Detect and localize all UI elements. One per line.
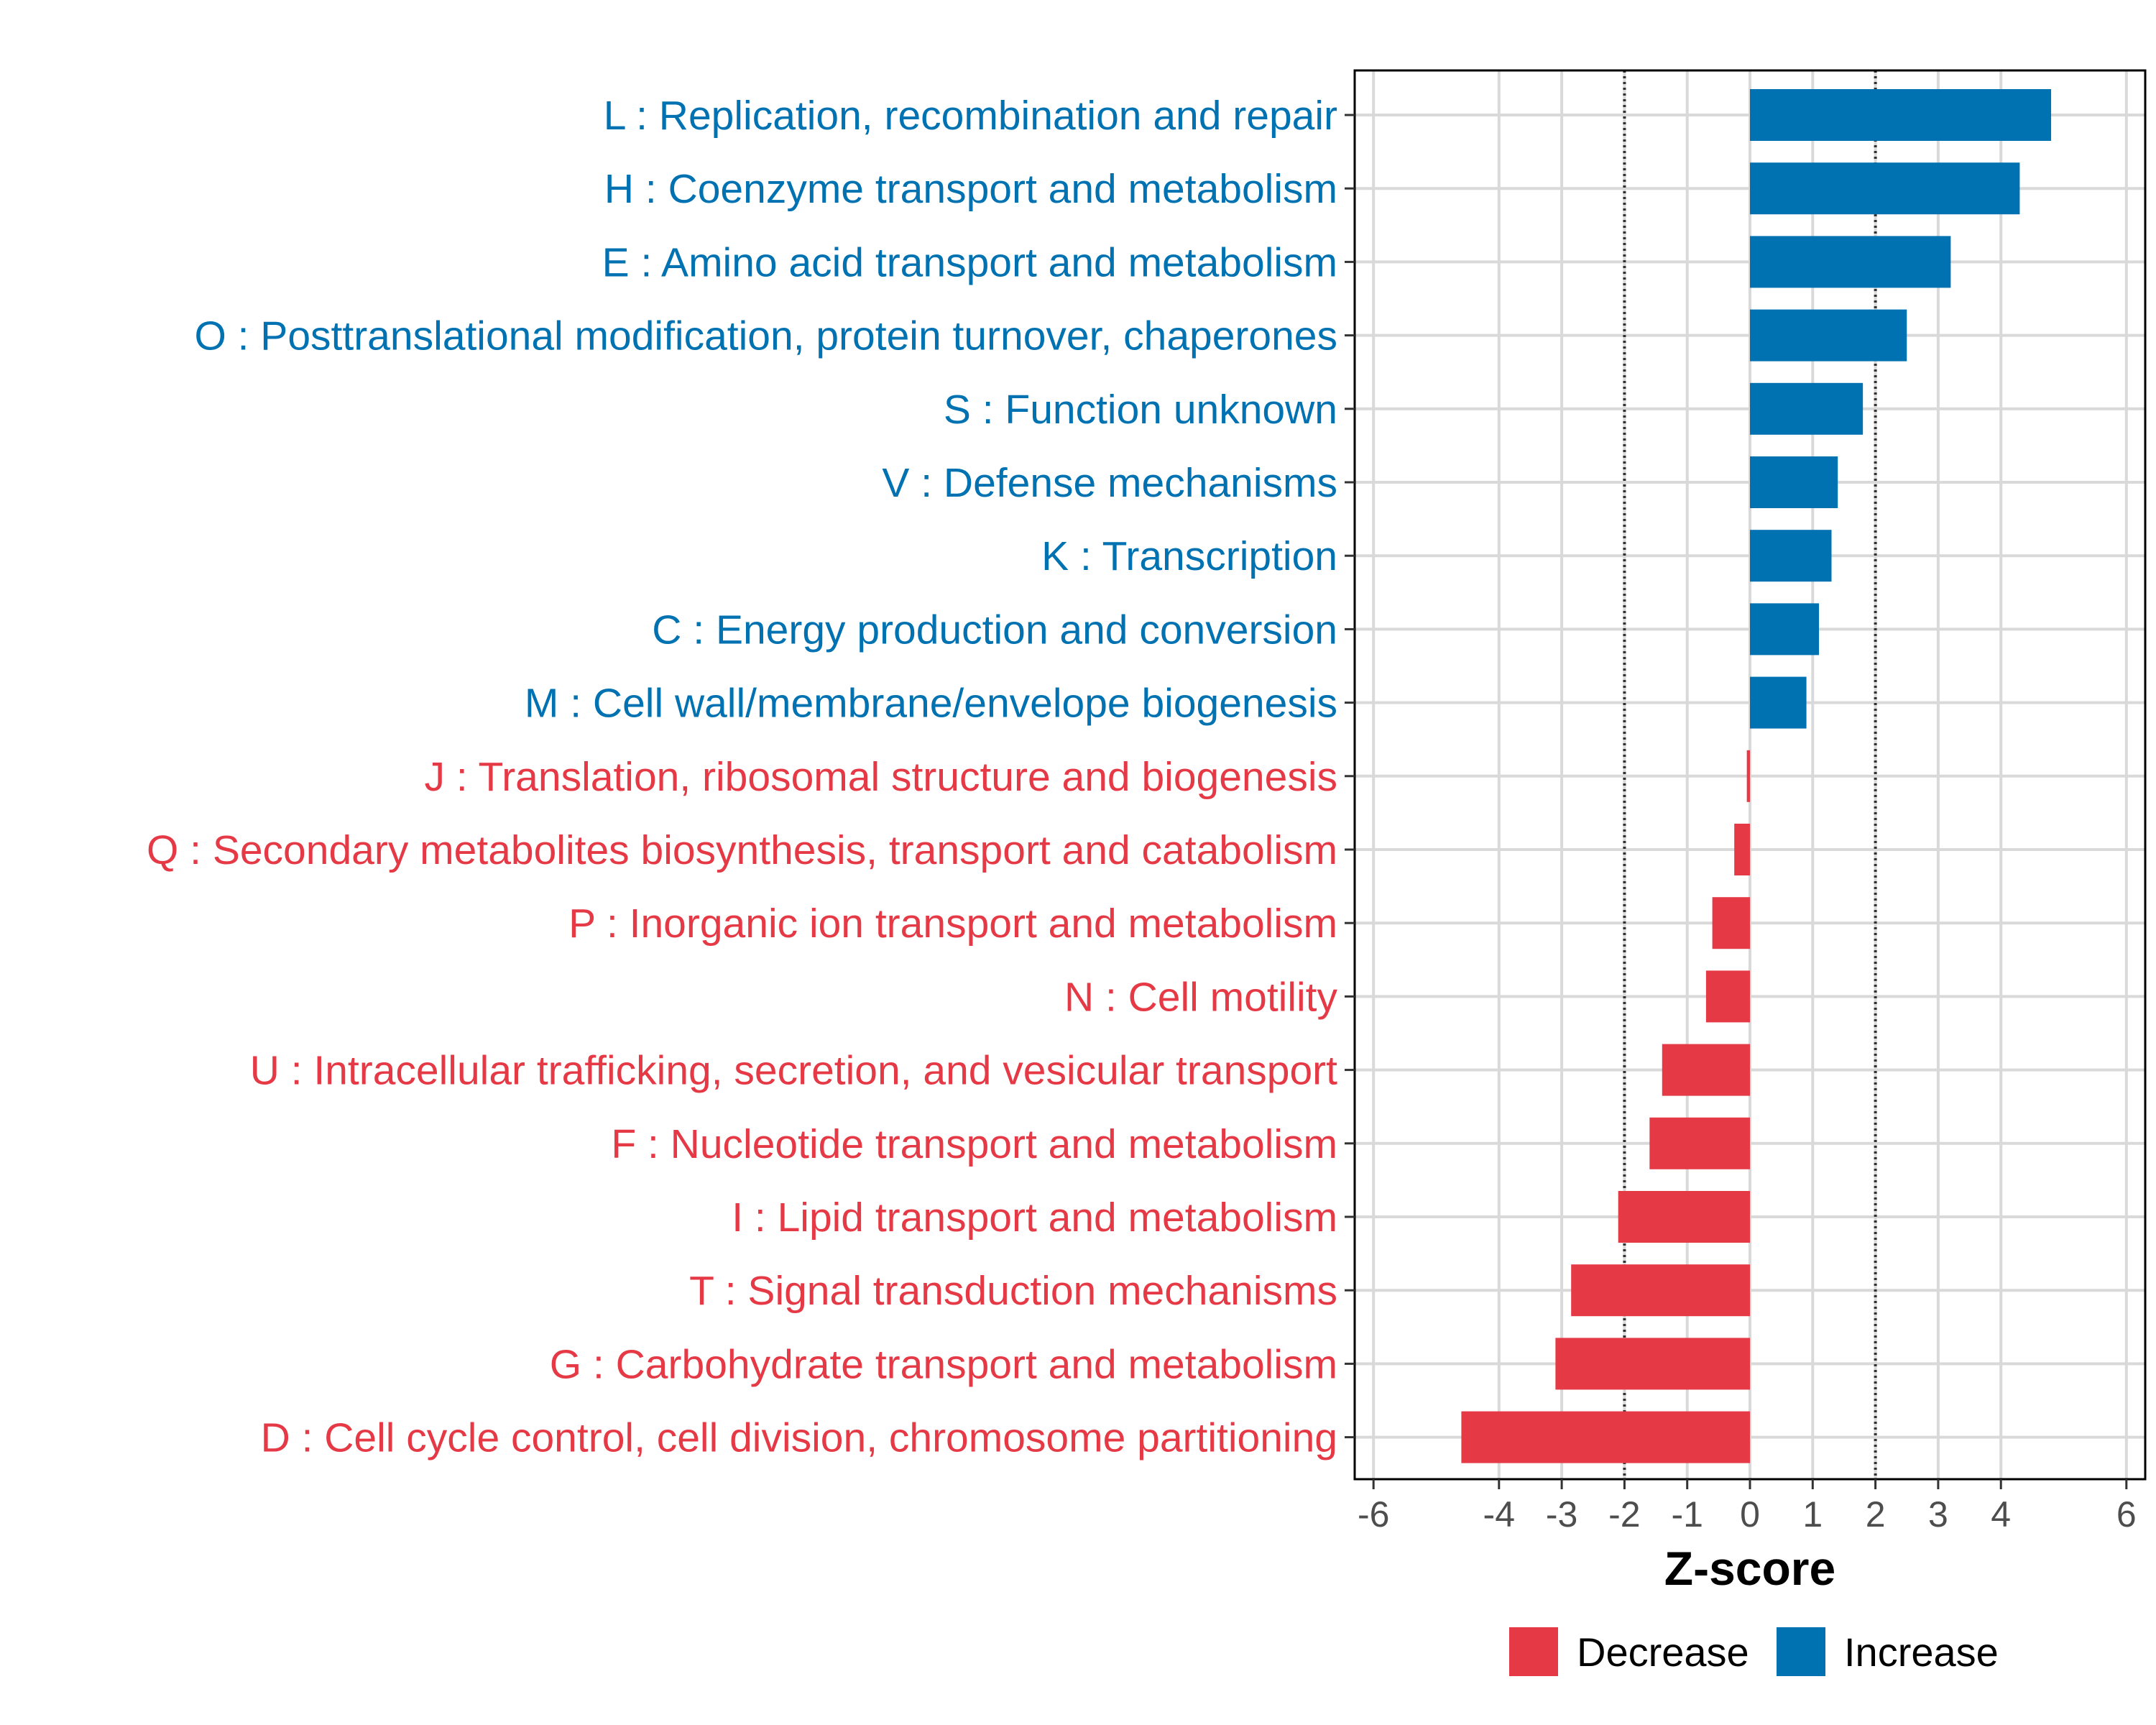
category-label: I : Lipid transport and metabolism [732, 1195, 1337, 1241]
bar-decrease [1555, 1338, 1750, 1390]
bar-increase [1750, 676, 1807, 729]
category-label: G : Carbohydrate transport and metabolis… [550, 1341, 1337, 1387]
bar-decrease [1461, 1411, 1750, 1463]
category-label: J : Translation, ribosomal structure and… [425, 754, 1337, 800]
legend-swatch-decrease [1509, 1627, 1558, 1676]
category-label: H : Coenzyme transport and metabolism [604, 166, 1337, 212]
x-tick-label: -2 [1608, 1494, 1640, 1535]
category-label: C : Energy production and conversion [652, 607, 1337, 653]
category-label: L : Replication, recombination and repai… [604, 93, 1337, 139]
bar-decrease [1662, 1044, 1750, 1096]
bar-decrease [1712, 897, 1750, 949]
category-label: P : Inorganic ion transport and metaboli… [568, 901, 1337, 947]
category-label: V : Defense mechanisms [882, 460, 1337, 506]
bar-increase [1750, 530, 1832, 582]
threshold-lines [1623, 70, 1877, 1479]
category-label: U : Intracellular trafficking, secretion… [250, 1048, 1337, 1094]
bar-increase [1750, 309, 1907, 362]
category-label: N : Cell motility [1064, 974, 1338, 1020]
bar-increase [1750, 89, 2052, 141]
category-label: K : Transcription [1041, 533, 1337, 579]
x-tick-label: -1 [1671, 1494, 1703, 1535]
category-label: M : Cell wall/membrane/envelope biogenes… [525, 681, 1337, 727]
x-tick-label: 1 [1802, 1494, 1823, 1535]
category-label: F : Nucleotide transport and metabolism [611, 1121, 1337, 1167]
category-labels: L : Replication, recombination and repai… [147, 93, 1338, 1461]
y-axis-ticks [1345, 114, 1355, 1439]
bar-increase [1750, 382, 1864, 435]
category-label: Q : Secondary metabolites biosynthesis, … [147, 827, 1337, 873]
x-tick-label: -4 [1483, 1494, 1515, 1535]
category-label: S : Function unknown [944, 387, 1337, 433]
legend-label-increase: Increase [1844, 1629, 1999, 1675]
bar-decrease [1618, 1191, 1750, 1243]
bar-increase [1750, 456, 1838, 508]
category-label: E : Amino acid transport and metabolism [602, 239, 1337, 285]
bar-increase [1750, 236, 1951, 288]
bars [1461, 89, 2052, 1463]
bar-increase [1750, 603, 1820, 656]
x-tick-label: 2 [1866, 1494, 1886, 1535]
x-tick-label: -6 [1358, 1494, 1389, 1535]
category-label: D : Cell cycle control, cell division, c… [261, 1415, 1337, 1461]
x-tick-label: 0 [1740, 1494, 1760, 1535]
bar-decrease [1705, 970, 1750, 1023]
category-label: O : Posttranslational modification, prot… [194, 313, 1337, 359]
bar-decrease [1571, 1264, 1750, 1317]
x-axis-title: Z-score [1664, 1542, 1835, 1595]
legend-label-decrease: Decrease [1577, 1629, 1749, 1675]
bar-increase [1750, 162, 2020, 215]
x-tick-label: 3 [1928, 1494, 1948, 1535]
legend: Decrease Increase [1509, 1627, 1999, 1676]
category-label: T : Signal transduction mechanisms [689, 1268, 1337, 1314]
x-tick-label: -3 [1546, 1494, 1577, 1535]
bar-decrease [1734, 824, 1750, 875]
bar-decrease [1746, 750, 1750, 802]
legend-swatch-increase [1777, 1627, 1825, 1676]
x-axis-ticks: -6 -4 -3 -2 -1 0 1 2 3 4 6 [1358, 1479, 2137, 1535]
x-tick-label: 6 [2116, 1494, 2137, 1535]
bar-decrease [1649, 1117, 1750, 1169]
x-tick-label: 4 [1991, 1494, 2011, 1535]
